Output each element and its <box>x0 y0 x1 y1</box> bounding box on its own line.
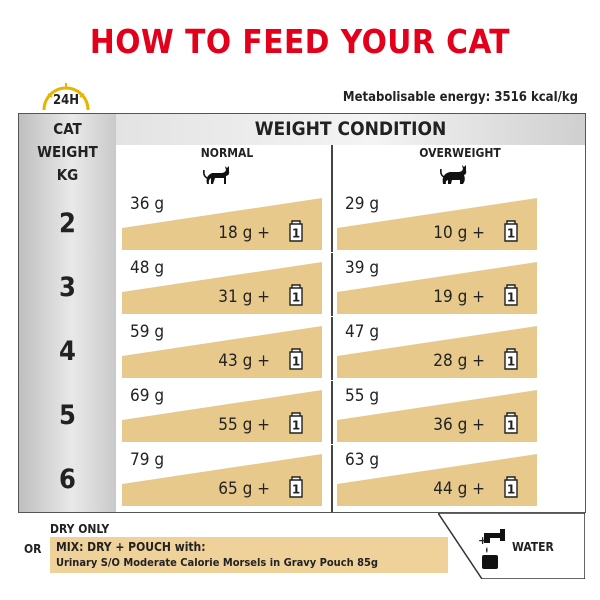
mix-band <box>337 454 537 506</box>
mix-dry-amount: 55 g + <box>218 415 270 435</box>
overweight-cell: 29 g 10 g + 1 <box>337 190 537 250</box>
svg-text:1: 1 <box>507 419 515 433</box>
condition-header-bg <box>116 114 585 145</box>
pouch-icon: 1 <box>504 476 518 498</box>
dry-only-amount: 69 g <box>130 386 165 406</box>
svg-text:1: 1 <box>507 227 515 241</box>
dry-only-amount: 48 g <box>130 258 165 278</box>
normal-cell: 69 g 55 g + 1 <box>122 382 322 442</box>
clock-label: 24H <box>52 93 80 108</box>
pouch-icon: 1 <box>504 412 518 434</box>
normal-cell: 59 g 43 g + 1 <box>122 318 322 378</box>
mix-dry-amount: 31 g + <box>218 287 270 307</box>
mix-band <box>122 262 322 314</box>
normal-cat-icon <box>203 166 230 184</box>
svg-text:1: 1 <box>292 419 300 433</box>
weight-condition-header: WEIGHT CONDITION <box>254 118 447 140</box>
dry-only-amount: 55 g <box>345 386 380 406</box>
row-weight-kg: 2 <box>59 208 76 239</box>
cat-weight-header: CAT WEIGHT KG <box>37 120 98 184</box>
column-divider <box>331 145 333 512</box>
row-weight-kg: 4 <box>59 336 76 367</box>
pouch-icon: 1 <box>289 220 303 242</box>
mix-dry-amount: 28 g + <box>433 351 485 371</box>
mix-dry-amount: 10 g + <box>433 223 485 243</box>
legend-water: WATER <box>512 540 554 554</box>
normal-cell: 48 g 31 g + 1 <box>122 254 322 314</box>
dry-only-amount: 47 g <box>345 322 380 342</box>
pouch-icon: 1 <box>504 284 518 306</box>
svg-text:1: 1 <box>507 355 515 369</box>
mix-dry-amount: 43 g + <box>218 351 270 371</box>
dry-only-amount: 63 g <box>345 450 380 470</box>
row-divider <box>122 444 580 445</box>
mix-band <box>122 198 322 250</box>
row-weight-kg: 5 <box>59 400 76 431</box>
row-weight-kg: 3 <box>59 272 76 303</box>
pouch-icon: 1 <box>289 476 303 498</box>
water-box: + <box>438 513 585 579</box>
mix-band <box>337 390 537 442</box>
svg-text:1: 1 <box>292 483 300 497</box>
row-divider <box>122 252 580 253</box>
dry-only-amount: 36 g <box>130 194 165 214</box>
mix-band <box>122 326 322 378</box>
mix-dry-amount: 65 g + <box>218 479 270 499</box>
pouch-icon: 1 <box>504 220 518 242</box>
mix-band <box>337 198 537 250</box>
dry-only-amount: 59 g <box>130 322 165 342</box>
mix-band <box>337 326 537 378</box>
row-divider <box>122 380 580 381</box>
column-normal: NORMAL <box>200 146 254 160</box>
svg-text:1: 1 <box>507 483 515 497</box>
svg-text:1: 1 <box>507 291 515 305</box>
pouch-icon: 1 <box>289 412 303 434</box>
row-divider <box>122 316 580 317</box>
overweight-cell: 55 g 36 g + 1 <box>337 382 537 442</box>
mix-dry-amount: 18 g + <box>218 223 270 243</box>
pouch-icon: 1 <box>504 348 518 370</box>
svg-text:1: 1 <box>292 291 300 305</box>
legend-dry-only: DRY ONLY <box>50 522 110 536</box>
dry-only-amount: 39 g <box>345 258 380 278</box>
normal-cell: 79 g 65 g + 1 <box>122 446 322 506</box>
overweight-cat-icon <box>440 165 467 184</box>
overweight-cell: 63 g 44 g + 1 <box>337 446 537 506</box>
mix-dry-amount: 36 g + <box>433 415 485 435</box>
energy-value: Metabolisable energy: 3516 kcal/kg <box>342 90 578 105</box>
legend-mix-title: MIX: DRY + POUCH with: <box>56 540 206 554</box>
mix-dry-amount: 44 g + <box>433 479 485 499</box>
mix-band <box>122 454 322 506</box>
column-overweight: OVERWEIGHT <box>419 146 501 160</box>
row-weight-kg: 6 <box>59 464 76 495</box>
dry-only-amount: 29 g <box>345 194 380 214</box>
clock-24h-icon <box>42 83 90 110</box>
weight-column-bg <box>19 114 116 512</box>
dry-only-amount: 79 g <box>130 450 165 470</box>
page-title: HOW TO FEED YOUR CAT <box>89 22 511 61</box>
legend-mix: MIX: DRY + POUCH with: Urinary S/O Moder… <box>50 537 448 573</box>
mix-band <box>122 390 322 442</box>
legend-mix-product: Urinary S/O Moderate Calorie Morsels in … <box>56 556 378 569</box>
mix-dry-amount: 19 g + <box>433 287 485 307</box>
normal-cell: 36 g 18 g + 1 <box>122 190 322 250</box>
svg-text:1: 1 <box>292 355 300 369</box>
overweight-cell: 47 g 28 g + 1 <box>337 318 537 378</box>
feeding-table <box>18 113 586 513</box>
mix-band <box>337 262 537 314</box>
pouch-icon: 1 <box>289 348 303 370</box>
pouch-icon: 1 <box>289 284 303 306</box>
legend-or: OR <box>24 542 42 556</box>
svg-text:1: 1 <box>292 227 300 241</box>
water-plus: + <box>478 534 487 547</box>
overweight-cell: 39 g 19 g + 1 <box>337 254 537 314</box>
faucet-icon <box>484 529 505 543</box>
water-bowl-icon <box>482 555 498 569</box>
